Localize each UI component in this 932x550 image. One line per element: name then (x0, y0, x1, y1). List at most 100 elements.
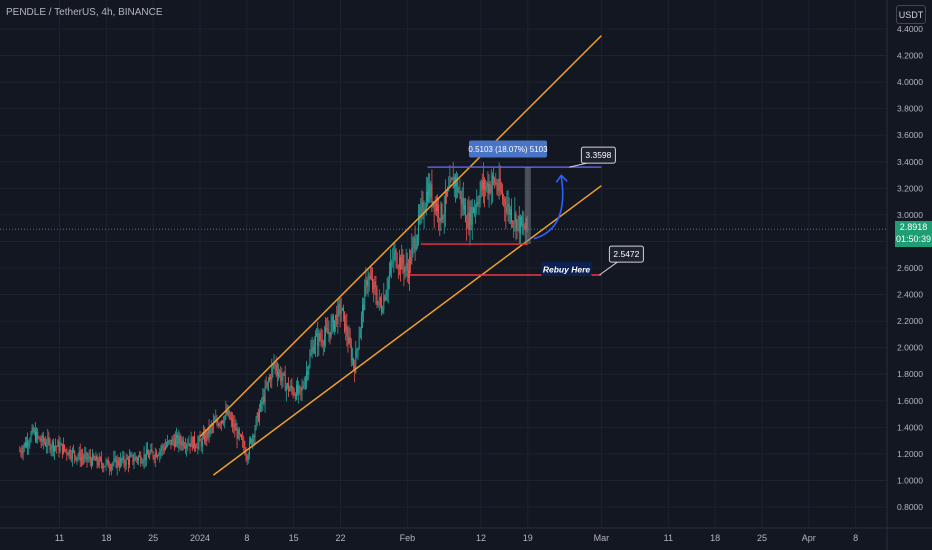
candle-body (348, 337, 350, 344)
y-tick-label: 3.0000 (897, 210, 923, 220)
candle-body (60, 443, 62, 446)
candle-body (219, 423, 221, 425)
channel-lower-line[interactable] (212, 185, 602, 476)
candle-body (68, 449, 70, 456)
candle-body (154, 452, 156, 459)
candle-body (91, 460, 92, 466)
current-price-value: 2.8918 (899, 222, 928, 232)
candle-body (242, 438, 244, 441)
candle-body (450, 179, 452, 181)
candle-body (158, 455, 160, 457)
candle-body (297, 385, 299, 393)
candle-body (506, 207, 508, 213)
candle-body (250, 439, 251, 442)
candle-body (444, 192, 446, 212)
candle-body (42, 435, 44, 442)
candle-body (306, 371, 307, 379)
x-tick-label: 25 (757, 533, 767, 543)
candle-body (164, 446, 166, 450)
y-tick-label: 2.0000 (897, 343, 923, 353)
candle-body (74, 450, 76, 456)
currency-button[interactable]: USDT (896, 5, 926, 24)
candle-body (188, 443, 190, 446)
candle-body (44, 441, 45, 443)
candle-body (429, 183, 431, 198)
candle-body (294, 394, 296, 399)
candle-body (359, 329, 361, 339)
candle-body (128, 459, 129, 465)
candle-body (245, 454, 247, 456)
candle-body (478, 203, 480, 205)
candle-body (110, 468, 111, 470)
candle-body (69, 449, 71, 457)
candle-body (133, 460, 135, 463)
candle-body (46, 445, 48, 447)
candle-body (256, 412, 258, 419)
candle-body (374, 281, 376, 288)
symbol-title[interactable]: PENDLE / TetherUS, 4h, BINANCE (6, 7, 163, 18)
candle-body (196, 447, 198, 449)
candle-body (259, 410, 260, 422)
candle-body (498, 178, 500, 191)
candle-body (235, 428, 237, 431)
candle-body (402, 254, 404, 266)
channel-upper-line[interactable] (199, 35, 602, 438)
x-tick-label: 19 (523, 533, 533, 543)
candle-body (276, 370, 278, 376)
candle-body (303, 386, 305, 388)
candle-body (520, 217, 521, 234)
candle-body (431, 184, 433, 205)
candle-body (514, 213, 516, 223)
candle-body (411, 247, 413, 264)
candle-body (483, 179, 484, 190)
candle-body (207, 427, 209, 438)
candle-body (171, 438, 173, 446)
candle-body (504, 198, 506, 207)
candle-body (330, 322, 332, 337)
candle-body (111, 465, 113, 470)
candle-body (106, 459, 108, 462)
candle-body (337, 305, 339, 325)
candle-body (440, 203, 442, 222)
candle-body (369, 275, 371, 279)
candle-body (311, 346, 313, 352)
candle-body (271, 367, 273, 381)
candle-body (19, 451, 21, 453)
candle-body (76, 457, 78, 460)
y-tick-label: 3.6000 (897, 130, 923, 140)
candle-body (502, 192, 503, 199)
candle-body (63, 444, 64, 454)
candle-body (430, 184, 432, 198)
candle-body (462, 198, 464, 210)
candle-body (64, 444, 66, 450)
candle-body (503, 198, 505, 200)
candle-body (387, 278, 389, 290)
candle-body (488, 183, 490, 194)
candle-body (234, 423, 236, 431)
candle-body (225, 410, 227, 416)
candle-body (384, 296, 386, 301)
candle-body (209, 426, 211, 434)
x-tick-label: 8 (853, 533, 858, 543)
candle-body (461, 198, 463, 205)
candle-body (296, 385, 297, 399)
candle-body (326, 327, 328, 330)
candle-body (265, 386, 267, 388)
candle-body (49, 440, 51, 450)
candle-body (136, 458, 138, 461)
candle-body (349, 337, 351, 346)
candle-body (222, 420, 223, 423)
candle-body (380, 297, 381, 305)
candle-body (406, 263, 408, 271)
candle-body (434, 202, 436, 212)
candle-body (395, 249, 397, 266)
candle-body (31, 427, 33, 434)
candle-body (381, 304, 383, 312)
candle-body (355, 350, 357, 373)
candle-body (26, 441, 27, 447)
current-price-tag: 2.8918 01:50:39 (895, 221, 932, 247)
candle-body (162, 446, 164, 448)
candle-body (383, 296, 385, 311)
candle-body (216, 419, 218, 423)
